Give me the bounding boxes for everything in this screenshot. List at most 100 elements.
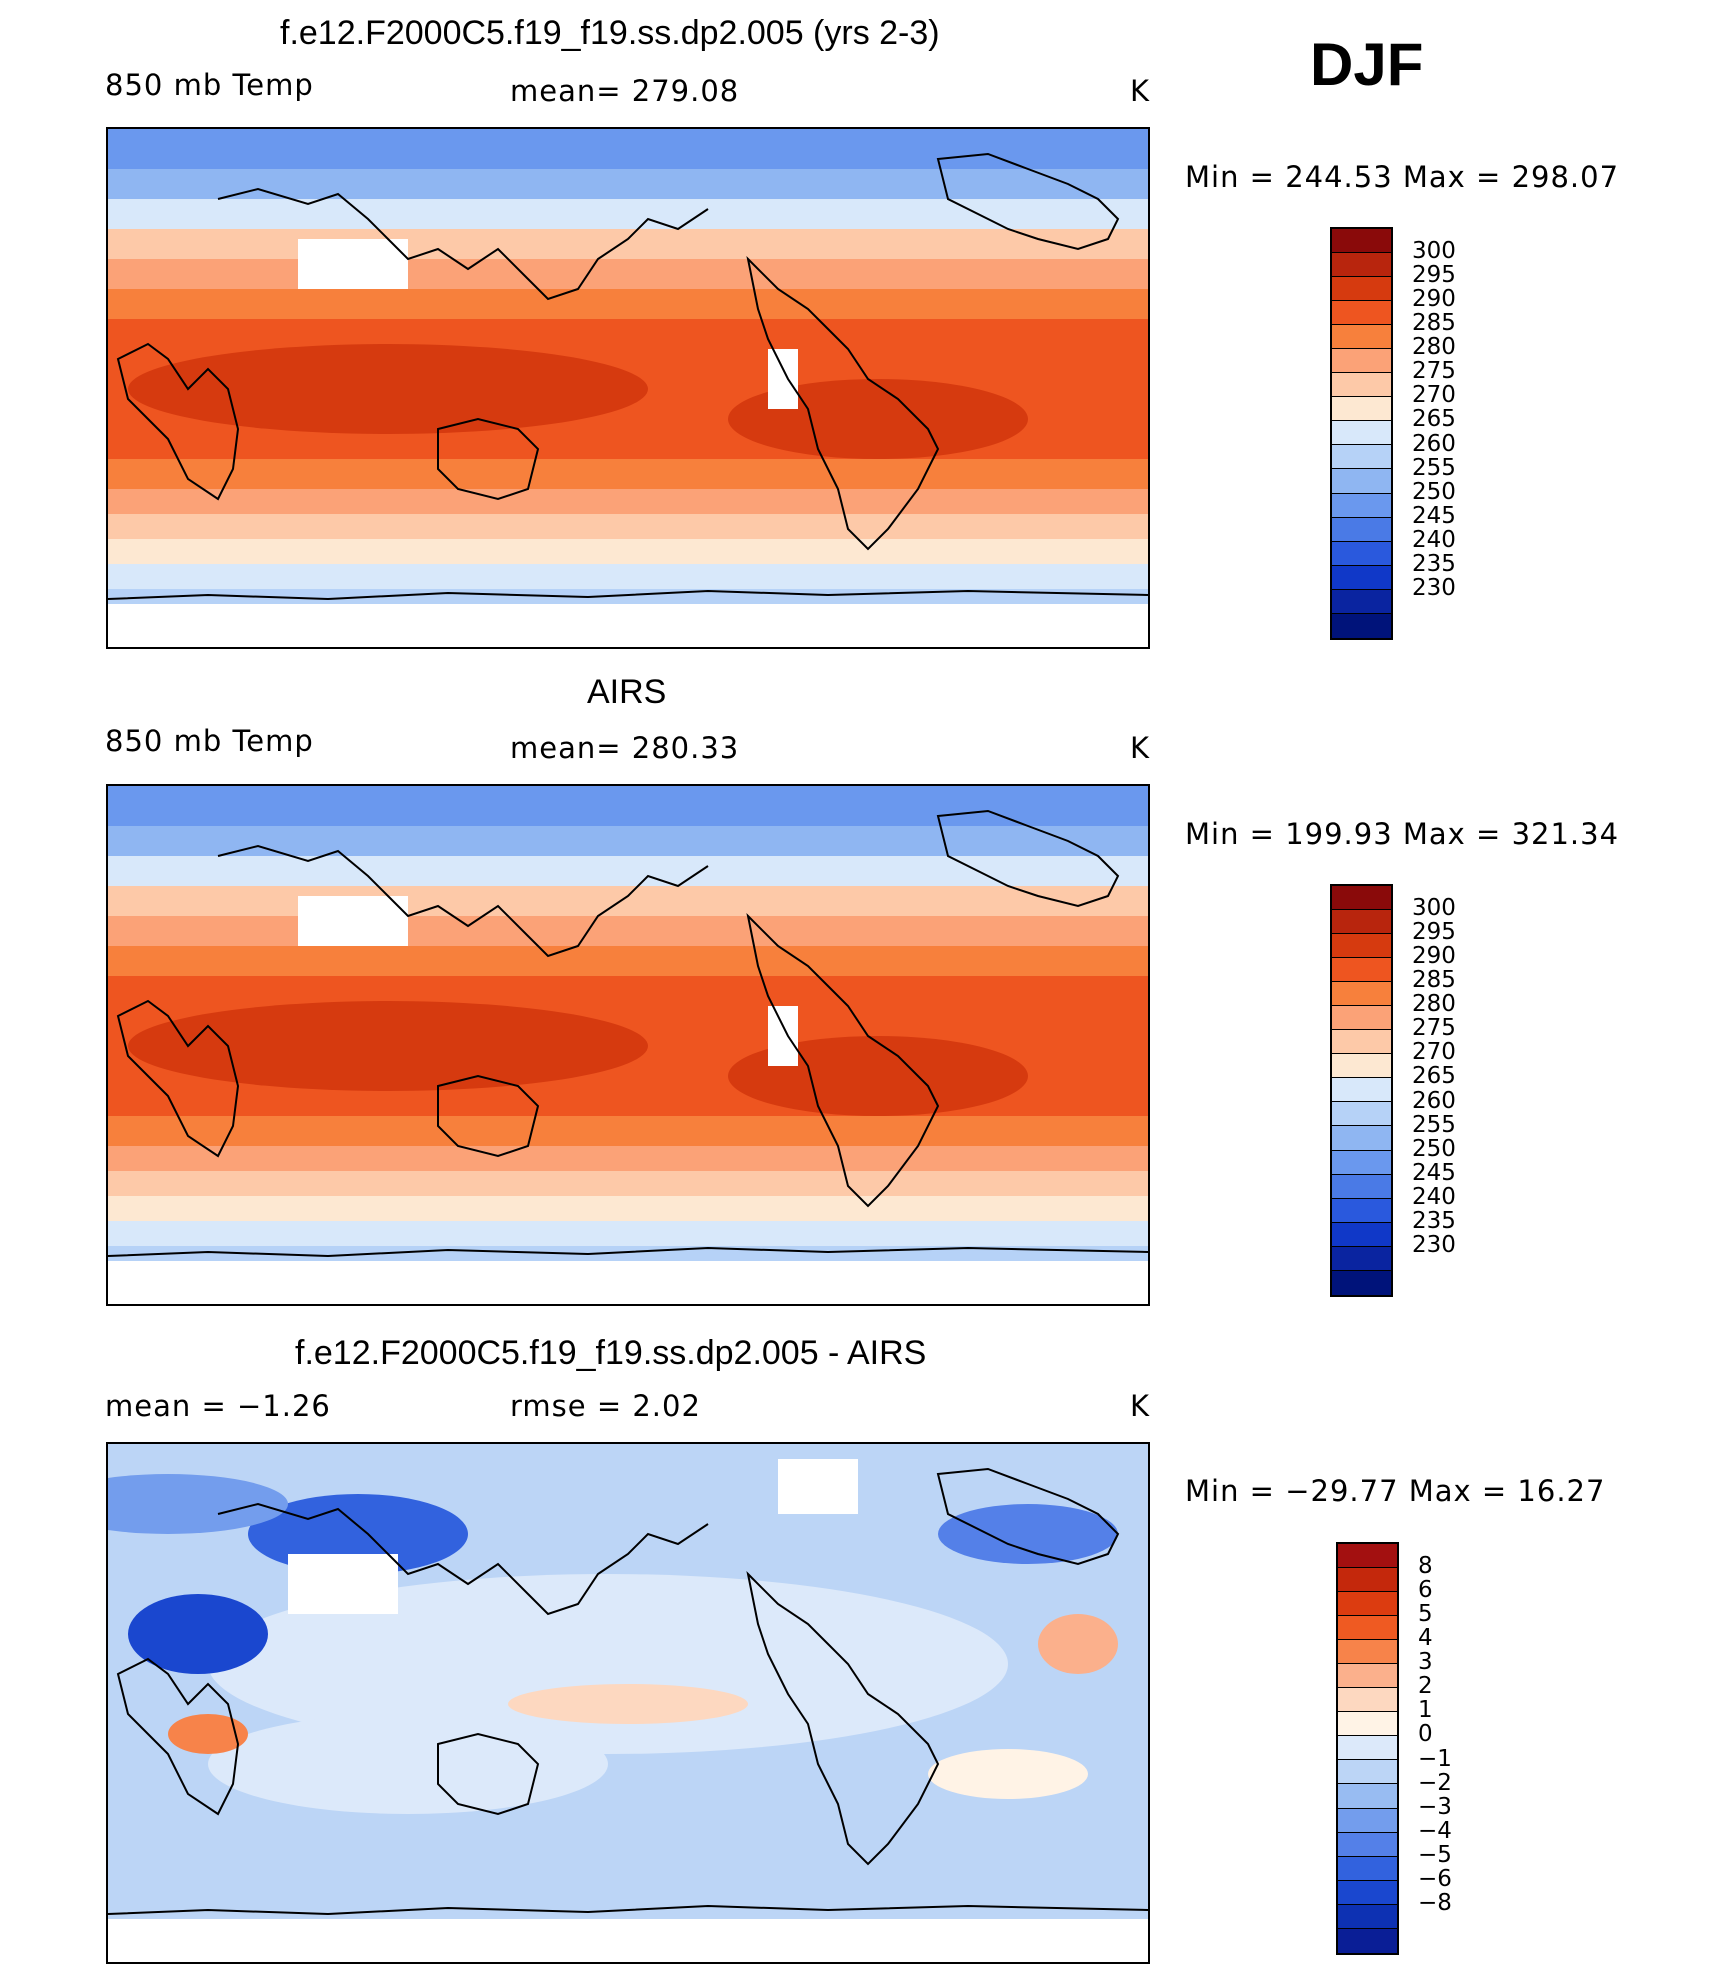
colorbar-label: 235	[1412, 550, 1456, 577]
colorbar-label: 240	[1412, 526, 1456, 553]
colorbar-segment	[1332, 517, 1391, 542]
panel3-map	[106, 1442, 1150, 1964]
panel3-colorbar-box	[1336, 1542, 1399, 1955]
colorbar-segment	[1332, 1222, 1391, 1247]
colorbar-segment	[1332, 886, 1391, 911]
colorbar-segment	[1332, 982, 1391, 1007]
colorbar-segment	[1332, 469, 1391, 494]
colorbar-label: 0	[1418, 1721, 1433, 1748]
colorbar-label: 275	[1412, 1015, 1456, 1042]
colorbar-segment	[1338, 1856, 1397, 1881]
panel2-mean-label: mean= 280.33	[510, 731, 740, 765]
panel1-variable-label: 850 mb Temp	[105, 68, 314, 102]
colorbar-label: 2	[1418, 1673, 1433, 1700]
panel2-minmax: Min = 199.93 Max = 321.34	[1185, 817, 1620, 851]
colorbar-label: 260	[1412, 1087, 1456, 1114]
colorbar-label: 245	[1412, 1159, 1456, 1186]
colorbar-label: 250	[1412, 478, 1456, 505]
colorbar-segment	[1338, 1832, 1397, 1857]
colorbar-label: 270	[1412, 1039, 1456, 1066]
colorbar-label: 265	[1412, 1063, 1456, 1090]
colorbar-label: 295	[1412, 919, 1456, 946]
colorbar-segment	[1332, 910, 1391, 935]
colorbar-segment	[1338, 1736, 1397, 1761]
colorbar-segment	[1338, 1712, 1397, 1737]
colorbar-segment	[1332, 589, 1391, 614]
colorbar-segment	[1332, 301, 1391, 326]
colorbar-segment	[1332, 325, 1391, 350]
panel3-mean-label: mean = −1.26	[105, 1389, 331, 1423]
colorbar-label: −6	[1418, 1865, 1452, 1892]
colorbar-segment	[1332, 421, 1391, 446]
panel3-units: K	[1130, 1389, 1151, 1423]
colorbar-label: 6	[1418, 1577, 1433, 1604]
colorbar-segment	[1332, 397, 1391, 422]
colorbar-segment	[1332, 1126, 1391, 1151]
panel3-field	[108, 1444, 1148, 1962]
colorbar-label: 3	[1418, 1649, 1433, 1676]
colorbar-segment	[1332, 565, 1391, 590]
colorbar-segment	[1332, 958, 1391, 983]
colorbar-segment	[1332, 1030, 1391, 1055]
panel1-field	[108, 129, 1148, 647]
colorbar-segment	[1332, 1198, 1391, 1223]
season-label: DJF	[1310, 31, 1424, 98]
panel3-rmse-label: rmse = 2.02	[510, 1389, 701, 1423]
colorbar-segment	[1332, 1102, 1391, 1127]
colorbar-label: 240	[1412, 1183, 1456, 1210]
colorbar-segment	[1332, 253, 1391, 278]
colorbar-label: 280	[1412, 991, 1456, 1018]
panel2-title: AIRS	[587, 673, 667, 711]
panel1-units: K	[1130, 74, 1151, 108]
colorbar-label: 5	[1418, 1601, 1433, 1628]
colorbar-label: −4	[1418, 1817, 1452, 1844]
colorbar-segment	[1338, 1664, 1397, 1689]
panel1-map	[106, 127, 1150, 649]
colorbar-label: −5	[1418, 1841, 1452, 1868]
colorbar-label: 275	[1412, 358, 1456, 385]
colorbar-segment	[1338, 1592, 1397, 1617]
panel2-colorbar-box	[1330, 884, 1393, 1297]
colorbar-label: 270	[1412, 382, 1456, 409]
colorbar-segment	[1332, 541, 1391, 566]
panel1-title: f.e12.F2000C5.f19_f19.ss.dp2.005 (yrs 2-…	[280, 14, 940, 52]
colorbar-segment	[1332, 373, 1391, 398]
panel1-colorbar-box	[1330, 227, 1393, 640]
colorbar-label: 300	[1412, 895, 1456, 922]
colorbar-label: 295	[1412, 262, 1456, 289]
panel2-units: K	[1130, 731, 1151, 765]
colorbar-label: 290	[1412, 943, 1456, 970]
colorbar-segment	[1338, 1784, 1397, 1809]
colorbar-segment	[1332, 1246, 1391, 1271]
colorbar-label: 1	[1418, 1697, 1433, 1724]
colorbar-segment	[1332, 349, 1391, 374]
colorbar-label: 285	[1412, 310, 1456, 337]
colorbar-segment	[1332, 613, 1391, 638]
colorbar-label: 260	[1412, 430, 1456, 457]
colorbar-label: 245	[1412, 502, 1456, 529]
colorbar-segment	[1338, 1544, 1397, 1569]
colorbar-segment	[1338, 1928, 1397, 1953]
colorbar-label: 4	[1418, 1625, 1433, 1652]
colorbar-segment	[1338, 1688, 1397, 1713]
colorbar-label: −1	[1418, 1745, 1452, 1772]
colorbar-label: 300	[1412, 238, 1456, 265]
colorbar-segment	[1338, 1616, 1397, 1641]
colorbar-label: 235	[1412, 1207, 1456, 1234]
colorbar-label: 230	[1412, 1231, 1456, 1258]
panel2-field	[108, 786, 1148, 1304]
panel3-title: f.e12.F2000C5.f19_f19.ss.dp2.005 - AIRS	[295, 1334, 927, 1372]
colorbar-label: −8	[1418, 1889, 1452, 1916]
panel2-map	[106, 784, 1150, 1306]
colorbar-segment	[1332, 1078, 1391, 1103]
colorbar-label: 265	[1412, 406, 1456, 433]
colorbar-segment	[1338, 1568, 1397, 1593]
colorbar-label: 290	[1412, 286, 1456, 313]
colorbar-segment	[1332, 1174, 1391, 1199]
colorbar-segment	[1332, 1150, 1391, 1175]
colorbar-label: 280	[1412, 334, 1456, 361]
colorbar-segment	[1338, 1904, 1397, 1929]
panel1-minmax: Min = 244.53 Max = 298.07	[1185, 160, 1620, 194]
colorbar-label: 250	[1412, 1135, 1456, 1162]
colorbar-label: 285	[1412, 967, 1456, 994]
